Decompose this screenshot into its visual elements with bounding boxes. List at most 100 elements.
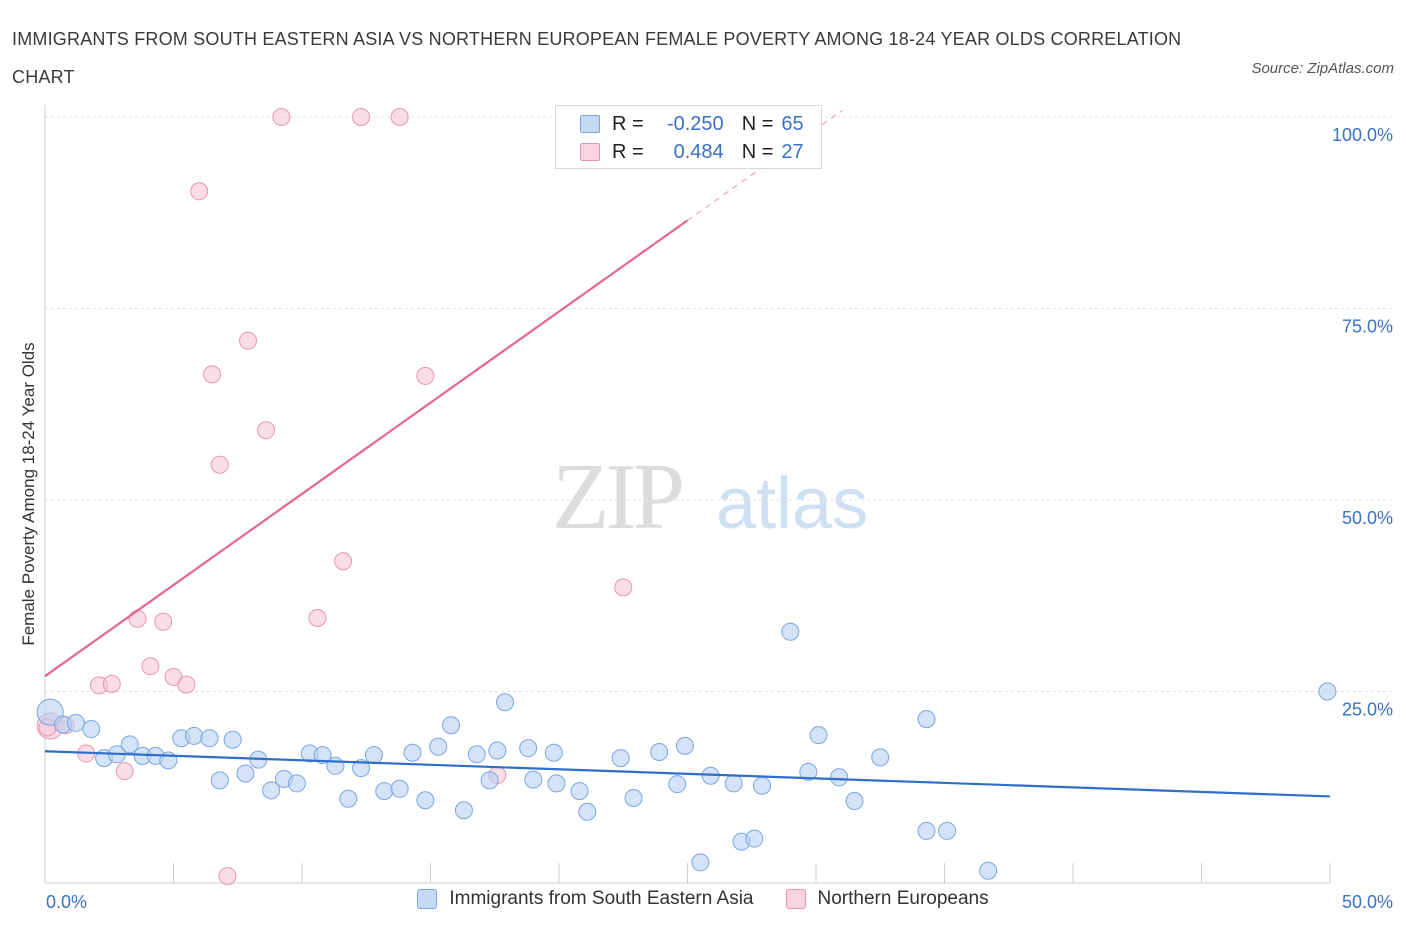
data-point: [352, 108, 371, 126]
legend-item-immigrants[interactable]: Immigrants from South Eastern Asia: [417, 888, 754, 910]
y-tick-label: 75.0%: [1342, 317, 1393, 337]
data-point: [488, 741, 507, 760]
data-point: [218, 867, 237, 886]
y-tick-label: 100.0%: [1332, 125, 1393, 145]
data-point: [375, 782, 394, 801]
data-point: [675, 736, 694, 755]
data-point: [753, 776, 772, 795]
data-point: [979, 861, 998, 880]
data-point: [403, 743, 422, 762]
legend-row-pink: R = 0.484 N = 27: [580, 138, 804, 166]
data-point: [871, 748, 890, 767]
data-point: [724, 774, 743, 793]
data-point: [781, 622, 800, 641]
legend-label-immigrants: Immigrants from South Eastern Asia: [449, 888, 754, 909]
data-point: [524, 770, 543, 789]
data-point: [190, 182, 209, 201]
chart-title: IMMIGRANTS FROM SOUTH EASTERN ASIA VS NO…: [12, 29, 1182, 87]
data-point: [416, 791, 435, 810]
data-point: [830, 768, 849, 787]
legend-swatch-blue: [580, 115, 600, 133]
data-point: [257, 421, 276, 440]
data-point: [210, 455, 229, 474]
data-point: [429, 737, 448, 756]
data-point: [287, 774, 306, 793]
data-point: [364, 746, 383, 765]
legend-label-northern-europeans: Northern Europeans: [817, 888, 989, 909]
data-point: [745, 829, 764, 848]
data-point: [809, 726, 828, 745]
data-point: [614, 578, 633, 597]
data-point: [544, 743, 563, 762]
data-point: [799, 762, 818, 781]
data-point: [313, 746, 332, 765]
data-point: [200, 729, 219, 748]
legend-n-label: N =: [741, 112, 774, 135]
correlation-legend: R = -0.250 N = 65 R = 0.484 N = 27: [555, 105, 822, 169]
watermark: ZIP atlas: [552, 445, 868, 549]
trend-lines: [44, 110, 1331, 798]
data-point: [917, 710, 936, 729]
y-tick-label: 50.0%: [1342, 508, 1393, 528]
legend-swatch-pink: [785, 889, 806, 909]
series-legend: Immigrants from South Eastern Asia North…: [0, 888, 1406, 910]
legend-r-label: R =: [612, 112, 644, 135]
y-tick-labels: 25.0% 50.0% 75.0% 100.0%: [1332, 125, 1393, 720]
data-point: [352, 759, 371, 778]
data-point: [185, 726, 204, 745]
data-point: [141, 657, 160, 676]
data-point: [611, 749, 630, 768]
legend-n-label: N =: [741, 140, 774, 163]
legend-r-value: -0.250: [666, 112, 724, 135]
data-point: [416, 366, 435, 385]
data-point: [650, 743, 669, 762]
data-point: [496, 693, 515, 712]
data-point: [128, 609, 147, 628]
trendline-immigrants: [44, 750, 1331, 798]
watermark-zip: ZIP: [552, 445, 682, 549]
series-northern-europeans: [36, 105, 669, 886]
data-point: [66, 713, 85, 732]
data-point: [691, 853, 710, 872]
gridlines: [45, 116, 1392, 692]
legend-r-label: R =: [612, 140, 644, 163]
legend-item-northern-europeans[interactable]: Northern Europeans: [785, 888, 989, 910]
data-point: [262, 781, 281, 800]
data-point: [390, 779, 409, 798]
x-tick-label: 0.0%: [46, 892, 87, 912]
data-point: [390, 108, 409, 126]
legend-n-value: 27: [781, 140, 804, 163]
data-point: [1318, 682, 1337, 701]
data-point: [547, 774, 566, 793]
y-tick-label: 25.0%: [1342, 700, 1393, 720]
data-point: [442, 716, 461, 735]
data-point: [519, 739, 538, 758]
watermark-atlas: atlas: [716, 464, 868, 544]
x-tick-labels: 0.0% 50.0%: [46, 892, 1393, 912]
data-point: [668, 775, 687, 794]
legend-n-value: 65: [781, 112, 804, 135]
data-point: [334, 552, 353, 571]
data-point: [82, 720, 101, 739]
x-tick-label: 50.0%: [1342, 892, 1393, 912]
axes: [44, 105, 1331, 884]
data-point: [203, 365, 222, 384]
data-point: [236, 764, 255, 783]
data-point: [177, 675, 196, 694]
data-point: [339, 789, 358, 808]
data-point: [845, 792, 864, 811]
data-point: [624, 788, 643, 807]
series-immigrants-se-asia: [36, 622, 1337, 880]
trendline-northern-europeans: [44, 219, 689, 678]
data-point: [210, 771, 229, 790]
data-point: [120, 735, 139, 754]
legend-swatch-pink: [580, 143, 600, 161]
legend-swatch-blue: [417, 889, 438, 909]
legend-row-blue: R = -0.250 N = 65: [580, 110, 804, 138]
legend-r-value: 0.484: [673, 140, 724, 163]
data-point: [467, 745, 486, 764]
data-point: [239, 331, 258, 350]
data-point: [570, 782, 589, 801]
data-point: [917, 821, 936, 840]
y-axis-label: Female Poverty Among 18-24 Year Olds: [19, 342, 38, 645]
